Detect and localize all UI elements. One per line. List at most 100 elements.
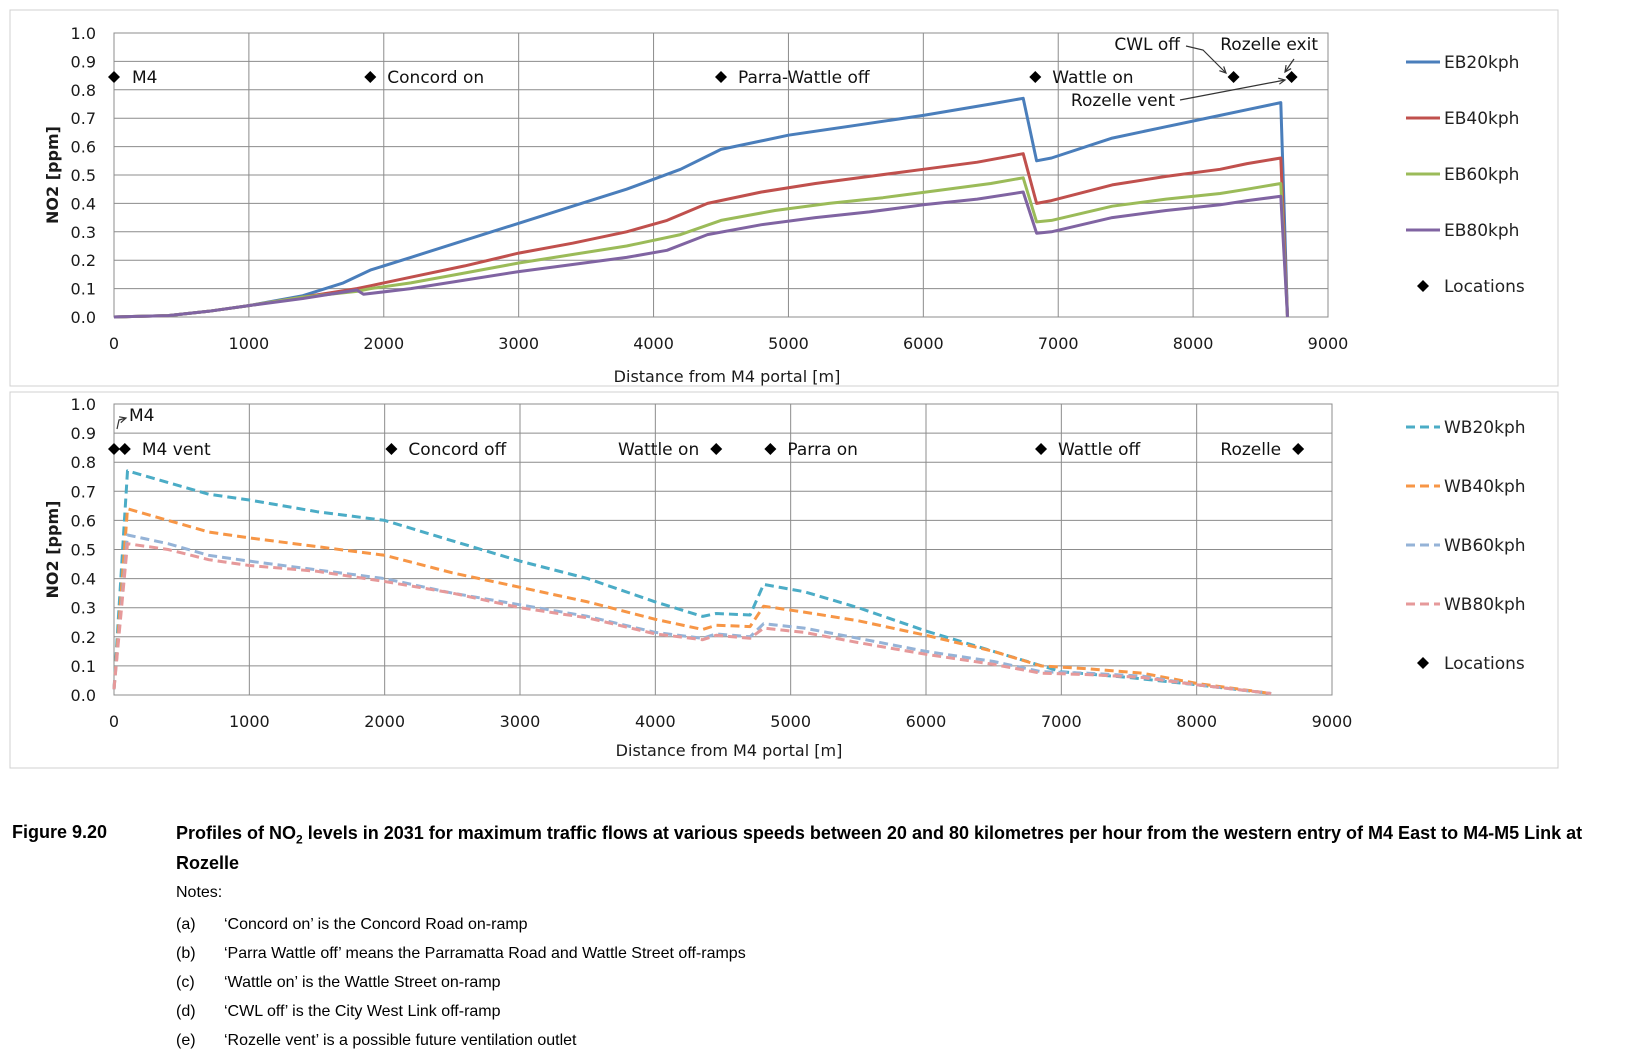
location-marker [385, 443, 398, 455]
y-tick-label: 0.7 [71, 109, 96, 128]
location-marker [710, 443, 723, 455]
legend-label: WB60kph [1444, 536, 1526, 556]
x-tick-label: 2000 [364, 712, 405, 731]
location-label: M4 [132, 68, 157, 88]
y-tick-label: 0.6 [71, 511, 96, 530]
note-text: ‘Concord on’ is the Concord Road on-ramp [224, 916, 528, 933]
note-item: (e) ‘Rozelle vent’ is a possible future v… [176, 1032, 577, 1050]
y-axis-label: NO2 [ppm] [43, 501, 62, 599]
y-tick-label: 0.8 [71, 453, 96, 472]
location-marker [1292, 443, 1305, 455]
y-tick-label: 0.9 [71, 424, 96, 443]
chart-frame [9, 9, 1559, 387]
location-label: Wattle on [618, 440, 699, 460]
note-letter: (c) [176, 974, 195, 991]
location-leader-arrowhead [1284, 64, 1292, 74]
legend-label: EB20kph [1444, 53, 1519, 73]
location-leader-line [1179, 79, 1286, 101]
location-marker [1029, 71, 1042, 83]
x-tick-label: 5000 [770, 712, 811, 731]
location-marker [108, 443, 120, 455]
note-text: ‘Parra Wattle off’ means the Parramatta … [224, 945, 746, 962]
location-label: Wattle on [1052, 68, 1133, 88]
x-tick-label: 0 [109, 712, 119, 731]
x-axis-label: Distance from M4 portal [m] [616, 741, 843, 760]
series-line-eb80kph [113, 190, 1289, 319]
location-marker [1035, 443, 1048, 455]
location-label: Concord on [387, 68, 484, 88]
chart-frame [9, 391, 1559, 769]
legend-label: WB40kph [1444, 477, 1526, 497]
legend-label: Locations [1444, 277, 1525, 297]
plot-area-border [113, 403, 1333, 696]
y-tick-label: 0.8 [71, 81, 96, 100]
series-line-wb40kph [112, 507, 1272, 695]
x-tick-label: 1000 [229, 334, 270, 353]
x-tick-label: 7000 [1038, 334, 1079, 353]
y-tick-label: 0.1 [71, 657, 96, 676]
location-label: Rozelle vent [1071, 91, 1175, 111]
x-tick-label: 5000 [768, 334, 809, 353]
series-line-wb20kph [112, 469, 1272, 695]
location-marker [715, 71, 727, 83]
legend-label: WB20kph [1444, 418, 1526, 438]
series-line-eb20kph [113, 96, 1289, 319]
location-marker [364, 71, 377, 83]
notes-heading: Notes: [176, 884, 223, 901]
x-tick-label: 9000 [1312, 712, 1353, 731]
figure-title-suffix: levels in 2031 for maximum traffic flows… [176, 823, 1583, 873]
x-tick-label: 4000 [635, 712, 676, 731]
x-tick-label: 6000 [906, 712, 947, 731]
legend-locations-marker [1417, 657, 1429, 669]
note-text: ‘Wattle on’ is the Wattle Street on-ramp [224, 974, 501, 991]
note-item: (b) ‘Parra Wattle off’ means the Parramat… [176, 945, 746, 963]
figure-title-prefix: Profiles of NO [176, 823, 297, 843]
location-marker [1285, 71, 1298, 83]
y-tick-label: 1.0 [71, 395, 96, 414]
x-tick-label: 8000 [1173, 334, 1214, 353]
y-tick-label: 0.2 [71, 628, 96, 647]
series-line-wb80kph [112, 542, 1272, 695]
y-tick-label: 0.3 [71, 599, 96, 618]
figure-title-subscript: 2 [296, 832, 303, 847]
y-tick-label: 0.6 [71, 138, 96, 157]
legend-label: EB80kph [1444, 221, 1519, 241]
legend-label: Locations [1444, 654, 1525, 674]
note-text: ‘CWL off’ is the City West Link off-ramp [224, 1003, 501, 1020]
location-label: Wattle off [1058, 440, 1141, 460]
figure-title: Profiles of NO2 levels in 2031 for maxim… [176, 822, 1616, 875]
series-line-eb40kph [113, 152, 1289, 319]
x-tick-label: 6000 [903, 334, 944, 353]
x-tick-label: 3000 [500, 712, 541, 731]
x-tick-label: 9000 [1308, 334, 1349, 353]
x-tick-label: 0 [109, 334, 119, 353]
location-leader-arrowhead [119, 416, 128, 424]
location-marker [108, 71, 120, 83]
x-axis-label: Distance from M4 portal [m] [614, 367, 841, 386]
y-tick-label: 0.5 [71, 541, 96, 560]
legend-label: EB60kph [1444, 165, 1519, 185]
y-tick-label: 0.3 [71, 223, 96, 242]
series-line-eb60kph [113, 176, 1289, 319]
x-tick-label: 2000 [363, 334, 404, 353]
location-marker [118, 443, 131, 455]
note-item: (c) ‘Wattle on’ is the Wattle Street on-r… [176, 974, 501, 992]
y-tick-label: 0.9 [71, 52, 96, 71]
note-letter: (e) [176, 1032, 196, 1049]
y-tick-label: 0.0 [71, 686, 96, 705]
figure-label: Figure 9.20 [12, 822, 108, 842]
note-item: (d) ‘CWL off’ is the City West Link off-r… [176, 1003, 501, 1021]
x-tick-label: 1000 [229, 712, 270, 731]
legend-label: WB80kph [1444, 595, 1526, 615]
location-marker [764, 443, 777, 455]
location-leader-line [1185, 45, 1227, 74]
y-tick-label: 0.5 [71, 166, 96, 185]
x-tick-label: 4000 [633, 334, 674, 353]
location-label: Parra-Wattle off [738, 68, 871, 88]
plot-area-border [113, 32, 1329, 318]
y-tick-label: 0.4 [71, 570, 96, 589]
location-label: M4 [129, 406, 154, 426]
location-label: Parra on [787, 440, 858, 460]
x-tick-label: 7000 [1041, 712, 1082, 731]
location-label: M4 vent [142, 440, 211, 460]
